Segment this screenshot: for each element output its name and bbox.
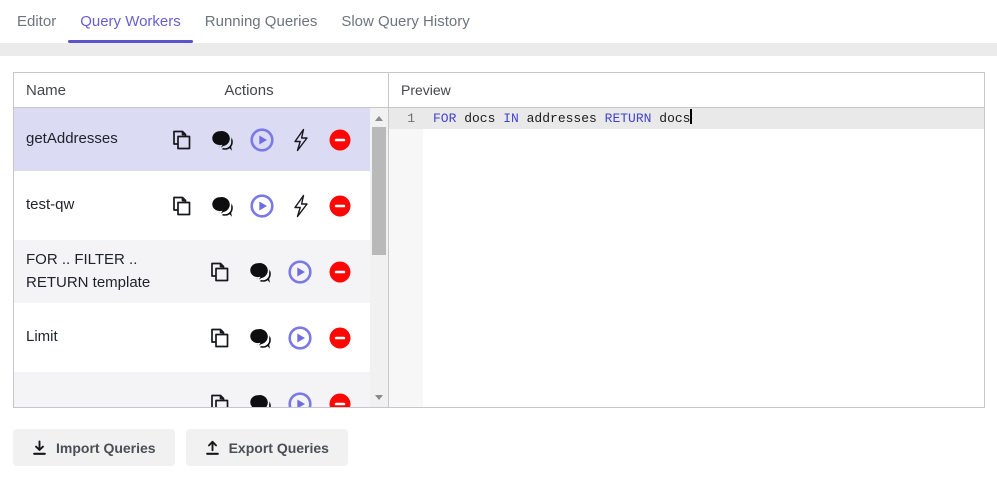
query-preview-editor[interactable]: 1 FOR docs IN addresses RETURN docs — [388, 108, 984, 407]
footer-actions: Import Queries Export Queries — [13, 429, 997, 466]
copy-icon[interactable] — [208, 392, 231, 408]
query-row[interactable] — [14, 372, 370, 407]
tab-query-workers[interactable]: Query Workers — [68, 0, 193, 43]
list-scrollbar[interactable] — [370, 108, 388, 407]
code-token: RETURN — [604, 111, 652, 126]
panel-body: getAddresses test-qw — [14, 108, 984, 407]
comment-icon[interactable] — [209, 194, 234, 218]
preview-header-label: Preview — [401, 82, 451, 98]
export-queries-label: Export Queries — [228, 439, 329, 456]
code-line[interactable]: 1 FOR docs IN addresses RETURN docs — [389, 108, 984, 129]
query-name: Limit — [26, 328, 58, 346]
scroll-up-icon[interactable] — [370, 110, 388, 126]
comment-icon[interactable] — [247, 260, 272, 284]
query-name: test-qw — [26, 196, 75, 214]
row-actions — [176, 325, 352, 350]
panel-header: Name Actions Preview — [14, 73, 984, 108]
query-list-section: getAddresses test-qw — [14, 108, 388, 407]
play-icon[interactable] — [288, 325, 312, 350]
play-icon[interactable] — [288, 259, 312, 284]
remove-icon[interactable] — [328, 194, 352, 218]
play-icon[interactable] — [250, 193, 274, 218]
remove-icon[interactable] — [328, 392, 352, 408]
download-icon — [33, 440, 46, 455]
query-row[interactable]: getAddresses — [14, 108, 370, 171]
query-name: getAddresses — [26, 130, 118, 148]
code-token: docs — [651, 111, 691, 126]
tab-slow-query-history[interactable]: Slow Query History — [341, 13, 470, 30]
import-queries-label: Import Queries — [56, 439, 156, 456]
query-row[interactable]: test-qw — [14, 174, 370, 237]
list-header: Name Actions — [14, 73, 388, 107]
copy-icon[interactable] — [170, 194, 193, 218]
text-cursor — [690, 109, 693, 124]
query-workers-panel: Name Actions Preview getAddresses — [13, 72, 985, 408]
copy-icon[interactable] — [208, 260, 231, 284]
row-actions — [170, 127, 352, 152]
play-icon[interactable] — [288, 391, 312, 408]
query-row[interactable]: FOR .. FILTER .. RETURN template — [14, 240, 370, 303]
remove-icon[interactable] — [328, 326, 352, 350]
row-actions — [176, 259, 352, 284]
export-queries-button[interactable]: Export Queries — [185, 429, 348, 466]
name-column-header: Name — [26, 81, 67, 99]
lightning-icon[interactable] — [290, 194, 312, 218]
tabs-divider — [0, 43, 997, 56]
code-text: FOR docs IN addresses RETURN docs — [423, 108, 693, 129]
line-number-gutter — [389, 108, 423, 407]
comment-icon[interactable] — [247, 326, 272, 350]
row-actions — [170, 193, 352, 218]
remove-icon[interactable] — [328, 128, 352, 152]
scrollbar-thumb[interactable] — [372, 127, 386, 255]
query-name: FOR .. FILTER .. RETURN template — [26, 251, 151, 291]
line-number: 1 — [407, 111, 415, 126]
scroll-down-icon[interactable] — [370, 389, 388, 405]
tab-bar: Editor Query Workers Running Queries Slo… — [0, 0, 997, 43]
code-token: IN — [503, 111, 519, 126]
query-row[interactable]: Limit — [14, 306, 370, 369]
upload-icon — [205, 440, 219, 455]
import-queries-button[interactable]: Import Queries — [13, 429, 175, 466]
actions-column-header: Actions — [224, 81, 274, 99]
preview-column-header: Preview — [388, 73, 984, 107]
copy-icon[interactable] — [170, 128, 193, 152]
code-token: FOR — [433, 111, 457, 126]
code-token: docs — [456, 111, 504, 126]
tab-running-queries[interactable]: Running Queries — [204, 13, 318, 30]
play-icon[interactable] — [250, 127, 274, 152]
code-token: addresses — [518, 111, 605, 126]
copy-icon[interactable] — [208, 326, 231, 350]
query-list: getAddresses test-qw — [14, 108, 370, 407]
comment-icon[interactable] — [209, 128, 234, 152]
remove-icon[interactable] — [328, 260, 352, 284]
tab-editor[interactable]: Editor — [17, 13, 57, 30]
row-actions — [176, 391, 352, 408]
comment-icon[interactable] — [247, 392, 272, 408]
lightning-icon[interactable] — [290, 128, 312, 152]
